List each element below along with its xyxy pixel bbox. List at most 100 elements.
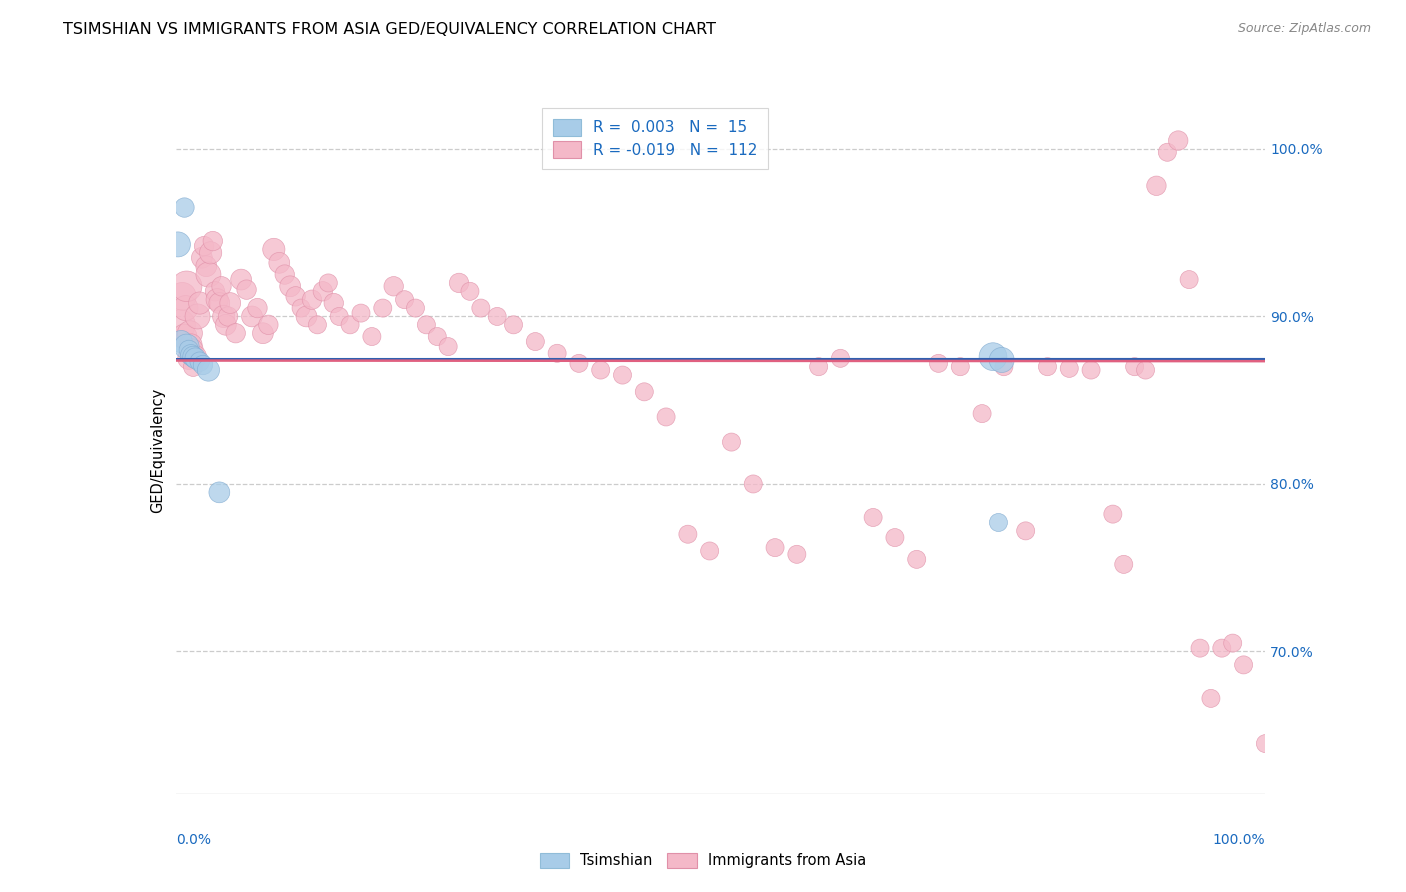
Point xyxy=(1123,359,1146,374)
Point xyxy=(290,301,312,315)
Point xyxy=(970,407,993,421)
Point xyxy=(862,510,884,524)
Point xyxy=(269,256,291,270)
Point xyxy=(184,350,207,364)
Point xyxy=(699,544,721,558)
Point xyxy=(231,272,253,286)
Point xyxy=(188,296,211,310)
Point xyxy=(360,329,382,343)
Point xyxy=(905,552,928,566)
Point xyxy=(524,334,547,349)
Point xyxy=(215,318,238,332)
Point xyxy=(447,276,470,290)
Text: TSIMSHIAN VS IMMIGRANTS FROM ASIA GED/EQUIVALENCY CORRELATION CHART: TSIMSHIAN VS IMMIGRANTS FROM ASIA GED/EQ… xyxy=(63,22,716,37)
Point xyxy=(1254,737,1277,751)
Point xyxy=(1102,507,1125,521)
Point xyxy=(382,279,405,293)
Point xyxy=(188,354,211,368)
Point xyxy=(1057,361,1080,376)
Point xyxy=(174,301,197,315)
Text: 100.0%: 100.0% xyxy=(1213,833,1265,847)
Point xyxy=(212,310,235,324)
Point xyxy=(1015,524,1038,538)
Point xyxy=(589,363,612,377)
Point xyxy=(246,301,269,315)
Point xyxy=(884,531,907,545)
Point xyxy=(502,318,524,332)
Point xyxy=(181,359,204,374)
Point xyxy=(415,318,437,332)
Text: 0.0%: 0.0% xyxy=(176,833,211,847)
Point xyxy=(1135,363,1157,377)
Point xyxy=(1167,134,1189,148)
Point xyxy=(204,285,226,299)
Point xyxy=(208,296,231,310)
Point xyxy=(263,243,285,257)
Point xyxy=(426,329,449,343)
Point xyxy=(172,289,194,303)
Point xyxy=(307,318,329,332)
Point xyxy=(205,293,228,307)
Point xyxy=(720,435,742,450)
Point xyxy=(1178,272,1201,286)
Point xyxy=(1222,636,1244,650)
Point xyxy=(177,351,200,366)
Point xyxy=(405,301,427,315)
Point xyxy=(1156,145,1178,160)
Point xyxy=(568,356,591,370)
Point xyxy=(807,359,830,374)
Point xyxy=(200,245,222,260)
Point xyxy=(235,283,257,297)
Point xyxy=(1199,691,1222,706)
Point xyxy=(437,340,460,354)
Point xyxy=(295,310,318,324)
Point xyxy=(193,239,215,253)
Point xyxy=(546,346,568,360)
Point xyxy=(240,310,263,324)
Point xyxy=(252,326,274,341)
Point xyxy=(211,279,233,293)
Point xyxy=(655,409,678,424)
Point xyxy=(219,296,242,310)
Point xyxy=(184,351,207,366)
Point xyxy=(180,338,202,352)
Point xyxy=(1211,641,1233,656)
Point xyxy=(1189,641,1212,656)
Point xyxy=(633,384,655,399)
Point xyxy=(180,348,202,362)
Point xyxy=(1144,178,1167,193)
Point xyxy=(371,301,394,315)
Point xyxy=(1232,657,1256,672)
Point xyxy=(217,310,239,324)
Point xyxy=(177,343,200,357)
Point xyxy=(830,351,852,366)
Point xyxy=(167,237,190,252)
Point xyxy=(676,527,699,541)
Point xyxy=(170,334,193,349)
Text: Source: ZipAtlas.com: Source: ZipAtlas.com xyxy=(1237,22,1371,36)
Point xyxy=(186,310,209,324)
Point xyxy=(173,201,195,215)
Point xyxy=(225,326,247,341)
Point xyxy=(949,359,972,374)
Point xyxy=(763,541,786,555)
Point xyxy=(195,259,218,273)
Point xyxy=(278,279,301,293)
Legend: Tsimshian, Immigrants from Asia: Tsimshian, Immigrants from Asia xyxy=(533,846,873,876)
Point xyxy=(350,306,373,320)
Point xyxy=(257,318,280,332)
Point xyxy=(197,268,219,282)
Point xyxy=(1112,558,1135,572)
Point xyxy=(274,268,297,282)
Point xyxy=(928,356,950,370)
Point xyxy=(990,353,1012,368)
Point xyxy=(301,293,323,307)
Point xyxy=(169,318,191,332)
Point xyxy=(318,276,340,290)
Legend: R =  0.003   N =  15, R = -0.019   N =  112: R = 0.003 N = 15, R = -0.019 N = 112 xyxy=(543,108,768,169)
Point xyxy=(201,234,224,248)
Point xyxy=(981,350,1004,364)
Point xyxy=(191,251,214,265)
Point xyxy=(786,547,808,561)
Point xyxy=(339,318,361,332)
